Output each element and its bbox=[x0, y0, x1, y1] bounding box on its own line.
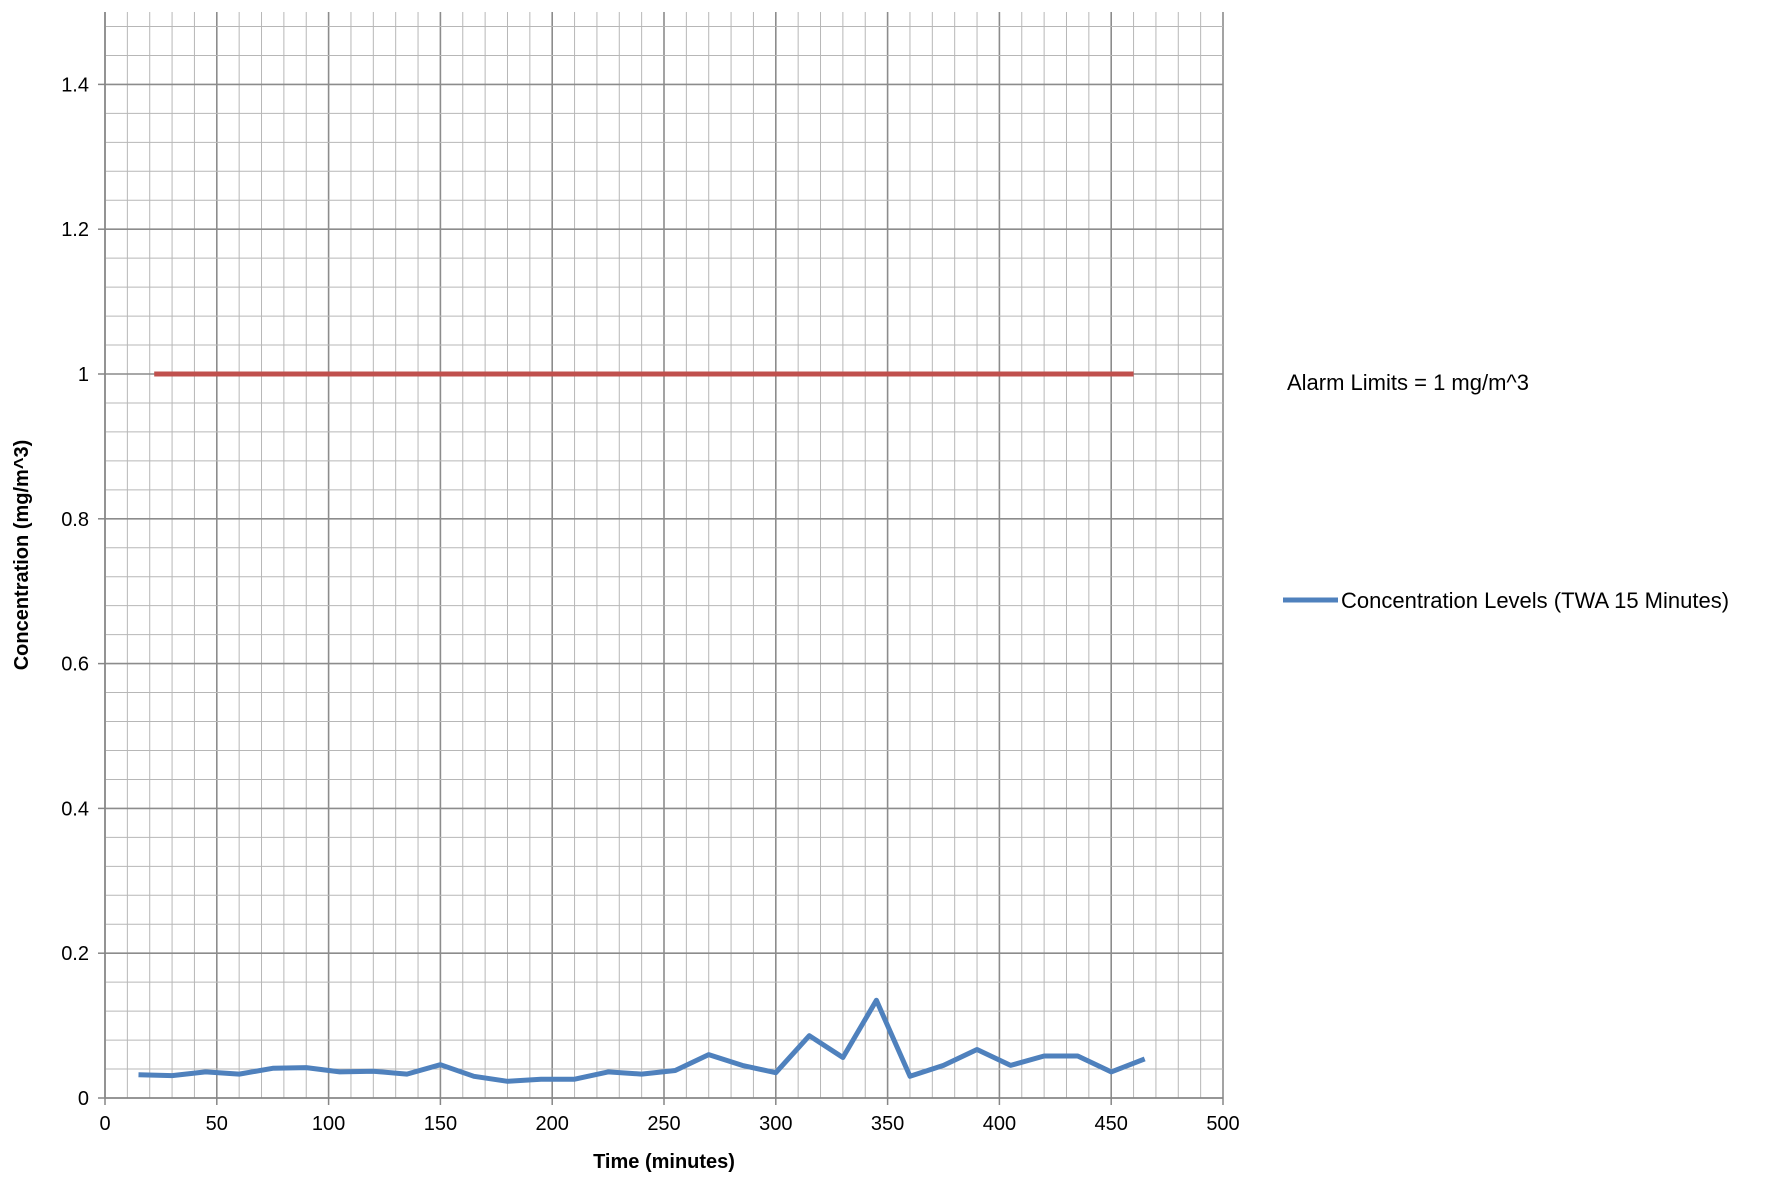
y-tick-label: 0.4 bbox=[61, 798, 89, 820]
concentration-data-point bbox=[270, 1066, 275, 1071]
y-tick-label: 0.8 bbox=[61, 509, 89, 531]
concentration-data-point bbox=[1075, 1054, 1080, 1059]
concentration-data-point bbox=[203, 1069, 208, 1074]
concentration-data-point bbox=[673, 1068, 678, 1073]
y-tick-label: 1 bbox=[78, 364, 89, 386]
concentration-data-point bbox=[337, 1069, 342, 1074]
concentration-data-point bbox=[237, 1072, 242, 1077]
concentration-data-point bbox=[1109, 1069, 1114, 1074]
y-tick-label: 1.2 bbox=[61, 219, 89, 241]
concentration-data-point bbox=[1008, 1063, 1013, 1068]
x-axis-title: Time (minutes) bbox=[593, 1151, 735, 1173]
grid bbox=[104, 12, 1224, 1099]
concentration-data-point bbox=[907, 1074, 912, 1079]
concentration-data-point bbox=[572, 1077, 577, 1082]
concentration-data-point bbox=[706, 1052, 711, 1057]
concentration-data-point bbox=[740, 1063, 745, 1068]
concentration-data-point bbox=[975, 1047, 980, 1052]
axes: 0 50 100 150 200 250 300 350 400 450 500 0 0.2 0.4 0.6… bbox=[61, 12, 1240, 1135]
legend-alarm-label: Alarm Limits = 1 mg/m^3 bbox=[1287, 370, 1529, 395]
concentration-data-point bbox=[840, 1055, 845, 1060]
x-tick-label: 100 bbox=[312, 1113, 345, 1135]
y-tick-label: 0 bbox=[78, 1088, 89, 1110]
concentration-series-line bbox=[138, 997, 1146, 1084]
concentration-data-point bbox=[170, 1073, 175, 1078]
concentration-data-point bbox=[1142, 1056, 1147, 1061]
series-layer bbox=[136, 371, 1147, 1084]
concentration-data-point bbox=[539, 1077, 544, 1082]
concentration-data-point bbox=[404, 1072, 409, 1077]
x-tick-label: 150 bbox=[424, 1113, 457, 1135]
concentration-data-point bbox=[639, 1072, 644, 1077]
y-tick-label: 0.2 bbox=[61, 943, 89, 965]
x-tick-label: 500 bbox=[1206, 1113, 1239, 1135]
x-tick-label: 0 bbox=[99, 1113, 110, 1135]
x-tick-label: 350 bbox=[871, 1113, 904, 1135]
y-tick-label: 0.6 bbox=[61, 654, 89, 676]
concentration-data-point bbox=[874, 998, 879, 1003]
concentration-data-point bbox=[136, 1072, 141, 1077]
concentration-data-point bbox=[438, 1062, 443, 1067]
x-tick-label: 50 bbox=[206, 1113, 228, 1135]
alarm-limit-point bbox=[1131, 372, 1136, 377]
x-tick-label: 250 bbox=[647, 1113, 680, 1135]
legend: Alarm Limits = 1 mg/m^3 Concentration Lev… bbox=[1283, 370, 1729, 613]
y-axis-title: Concentration (mg/m^3) bbox=[11, 440, 33, 671]
concentration-data-point bbox=[304, 1065, 309, 1070]
concentration-data-point bbox=[471, 1074, 476, 1079]
concentration-data-point bbox=[1042, 1054, 1047, 1059]
concentration-data-point bbox=[371, 1069, 376, 1074]
legend-concentration-label: Concentration Levels (TWA 15 Minutes) bbox=[1341, 588, 1729, 613]
concentration-data-point bbox=[807, 1033, 812, 1038]
concentration-data-point bbox=[606, 1069, 611, 1074]
x-tick-label: 300 bbox=[759, 1113, 792, 1135]
y-tick-label: 1.4 bbox=[61, 74, 89, 96]
x-tick-label: 450 bbox=[1095, 1113, 1128, 1135]
concentration-data-point bbox=[505, 1079, 510, 1084]
alarm-limit-point bbox=[152, 372, 157, 377]
x-tick-label: 400 bbox=[983, 1113, 1016, 1135]
concentration-data-point bbox=[941, 1063, 946, 1068]
x-tick-label: 200 bbox=[536, 1113, 569, 1135]
concentration-data-point bbox=[773, 1070, 778, 1075]
